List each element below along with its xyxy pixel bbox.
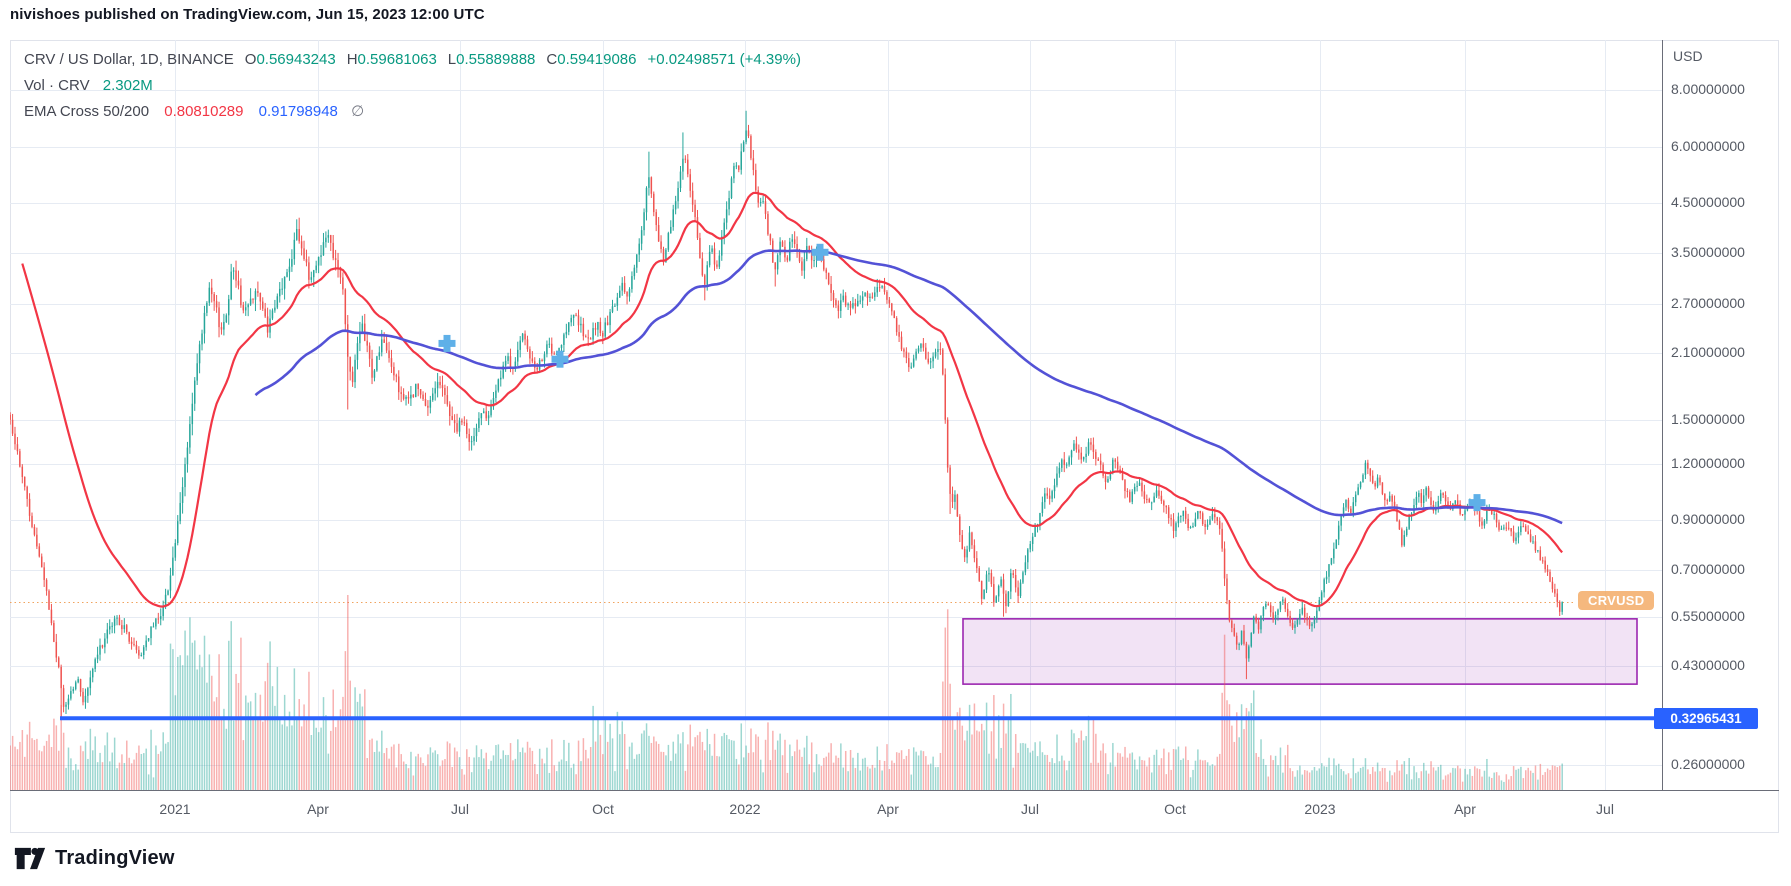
legend-ohlc-values: O0.56943243 H0.59681063 L0.55889888 C0.5941… xyxy=(234,51,637,68)
time-axis-label: Jul xyxy=(1596,801,1614,817)
ohlc-key: O xyxy=(244,51,257,68)
price-tick-label: 4.50000000 xyxy=(1671,194,1745,211)
ohlc-key: L xyxy=(447,51,457,68)
ema-slow-value: 0.91798948 xyxy=(258,103,338,120)
time-axis-label: Oct xyxy=(1164,801,1186,817)
price-tick-label: 3.50000000 xyxy=(1671,243,1745,260)
price-tick-label: 0.90000000 xyxy=(1671,511,1745,528)
time-axis-label: 2023 xyxy=(1304,801,1336,817)
tradingview-logo[interactable]: TradingView xyxy=(14,845,175,872)
price-tick-label: 6.00000000 xyxy=(1671,137,1745,154)
price-axis[interactable]: USD 8.00000000 6.00000000 4.50000000 3.5000… xyxy=(1654,40,1779,790)
ohlc-value: 0.59419086 xyxy=(557,51,637,68)
price-tick-label: 0.43000000 xyxy=(1671,656,1745,673)
time-axis-label: 2022 xyxy=(729,801,761,817)
volume-label[interactable]: Vol · CRV xyxy=(24,77,90,94)
symbol-price-label: CRVUSD xyxy=(1578,591,1655,610)
ohlc-value: 0.59681063 xyxy=(357,51,437,68)
time-axis-separator xyxy=(10,790,1779,791)
price-axis-currency: USD xyxy=(1673,48,1703,64)
time-axis-label: Oct xyxy=(592,801,614,817)
price-tick-label: 0.55000000 xyxy=(1671,608,1745,625)
price-tick-label: 0.70000000 xyxy=(1671,560,1745,577)
volume-value: 2.302M xyxy=(102,77,153,94)
time-axis-label: Jul xyxy=(1021,801,1039,817)
tradingview-logo-icon xyxy=(14,847,46,870)
time-axis-label: Apr xyxy=(1454,801,1476,817)
legend-ema-row: EMA Cross 50/200 0.80810289 0.91798948 ∅ xyxy=(24,99,801,125)
legend-volume-row: Vol · CRV 2.302M xyxy=(24,73,801,99)
price-tick-label: 1.50000000 xyxy=(1671,410,1745,427)
chart-legend: CRV / US Dollar, 1D, BINANCE O0.56943243 H… xyxy=(24,47,801,125)
ema-fast-value: 0.80810289 xyxy=(164,103,244,120)
price-tick-label: 0.26000000 xyxy=(1671,756,1745,772)
ohlc-key: C xyxy=(546,51,558,68)
ohlc-value: 0.56943243 xyxy=(256,51,336,68)
ohlc-key: H xyxy=(346,51,358,68)
time-axis-label: Jul xyxy=(451,801,469,817)
time-axis-label: Apr xyxy=(307,801,329,817)
horizontal-line-price-label: 0.32965431 xyxy=(1654,707,1758,729)
price-tick-label: 1.20000000 xyxy=(1671,454,1745,471)
price-tick-label: 8.00000000 xyxy=(1671,81,1745,97)
time-axis-label: 2021 xyxy=(159,801,191,817)
tradingview-logo-text: TradingView xyxy=(55,847,175,869)
price-tick-label: 2.70000000 xyxy=(1671,294,1745,311)
price-change: +0.02498571 (+4.39%) xyxy=(647,51,801,68)
price-axis-separator xyxy=(1662,40,1663,790)
ohlc-value: 0.55889888 xyxy=(456,51,536,68)
price-tick-label: 2.10000000 xyxy=(1671,344,1745,361)
symbol-title[interactable]: CRV / US Dollar, 1D, BINANCE xyxy=(24,51,234,68)
empty-set-icon: ∅ xyxy=(351,103,365,120)
legend-symbol-row: CRV / US Dollar, 1D, BINANCE O0.56943243 H… xyxy=(24,47,801,73)
time-axis-label: Apr xyxy=(877,801,899,817)
time-axis[interactable]: 2021 Apr Jul Oct 2022 Apr Jul Oct 2023 Apr Jul xyxy=(10,791,1662,830)
ema-cross-label[interactable]: EMA Cross 50/200 xyxy=(24,103,150,120)
